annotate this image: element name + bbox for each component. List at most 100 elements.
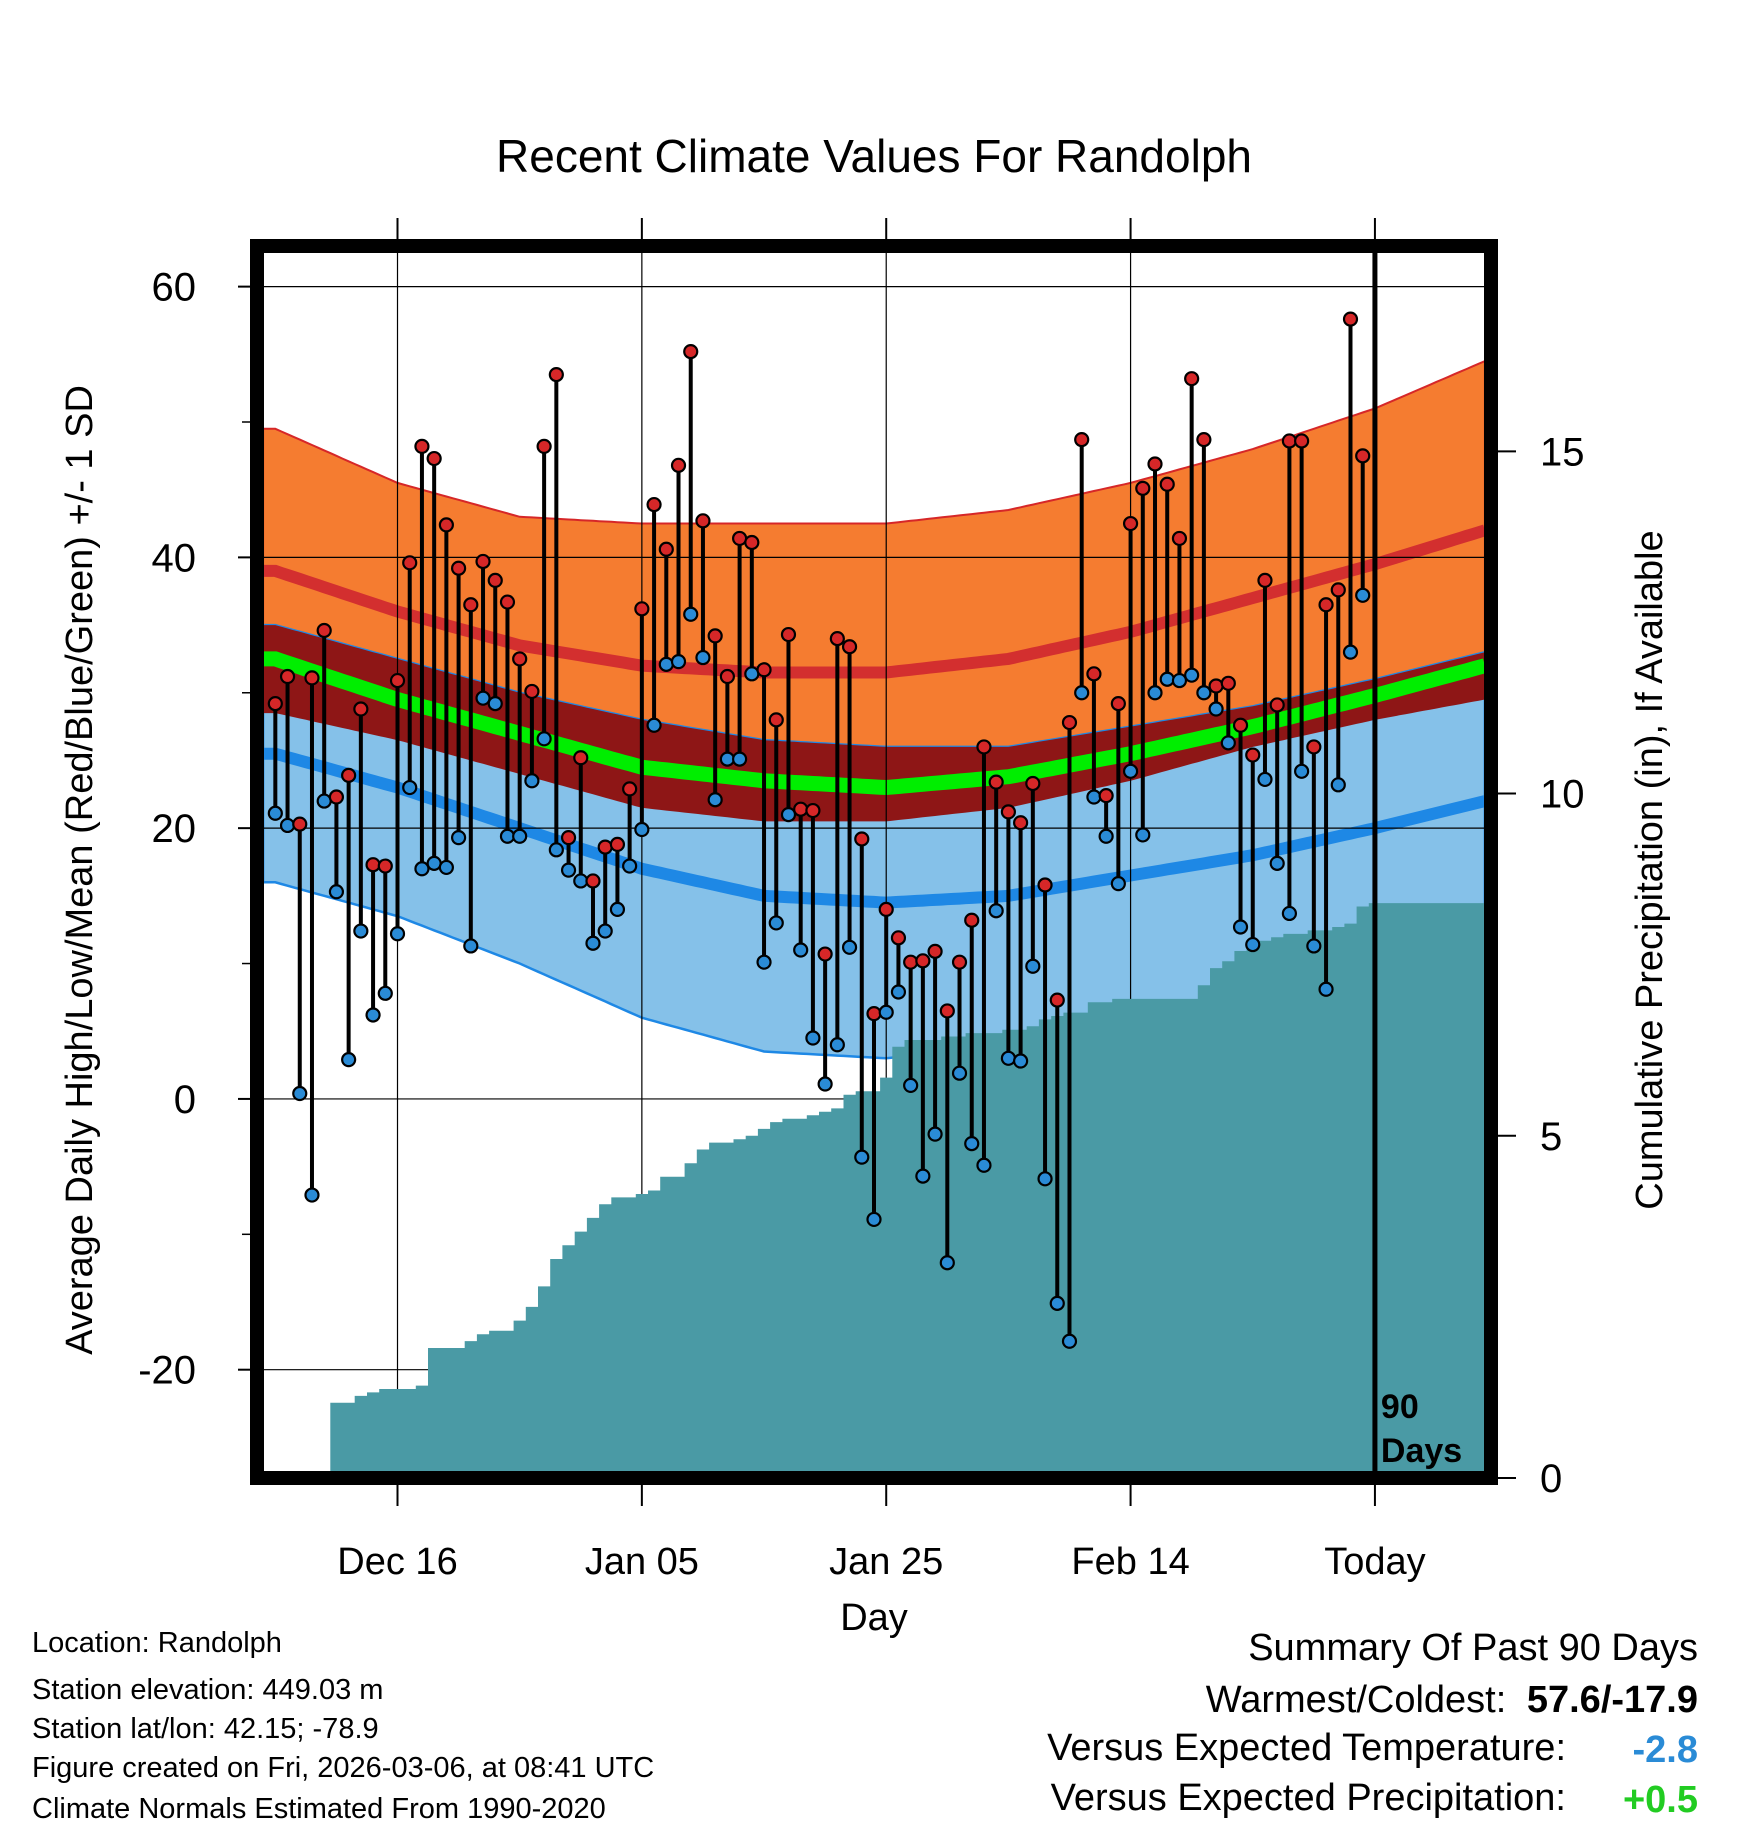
high-point bbox=[365, 857, 381, 873]
summary-panel: Summary Of Past 90 Days Warmest/Coldest:… bbox=[1047, 1627, 1698, 1821]
high-point bbox=[841, 639, 858, 655]
high-point bbox=[1306, 739, 1322, 755]
high-point bbox=[1000, 804, 1016, 820]
high-point bbox=[1086, 666, 1102, 682]
x-tick-label: Feb 14 bbox=[1071, 1541, 1189, 1583]
low-point bbox=[878, 1004, 894, 1020]
low-point bbox=[341, 1052, 357, 1068]
high-point bbox=[487, 572, 503, 589]
high-point bbox=[866, 1006, 882, 1022]
low-point bbox=[536, 731, 552, 747]
y-axis-label: Average Daily High/Low/Mean (Red/Blue/Gr… bbox=[59, 385, 101, 1355]
x-tick-label: Today bbox=[1324, 1541, 1425, 1583]
low-point bbox=[292, 1085, 308, 1102]
high-point bbox=[622, 781, 638, 797]
high-point bbox=[890, 930, 907, 946]
high-point bbox=[1355, 448, 1371, 464]
precip-layer bbox=[263, 903, 1491, 1478]
low-point bbox=[976, 1157, 992, 1173]
high-point bbox=[695, 513, 711, 529]
summary-warm-cold-value: 57.6/-17.9 bbox=[1527, 1679, 1698, 1721]
high-point bbox=[793, 801, 809, 817]
footer-latlon: Station lat/lon: 42.15; -78.9 bbox=[32, 1713, 379, 1745]
high-point bbox=[402, 555, 418, 571]
y2-tick-label: 5 bbox=[1540, 1115, 1562, 1159]
low-point bbox=[1318, 981, 1334, 997]
low-point bbox=[1049, 1295, 1065, 1311]
chart-title: Recent Climate Values For Randolph bbox=[496, 130, 1252, 182]
low-point bbox=[560, 862, 577, 878]
high-point bbox=[1122, 515, 1139, 532]
low-point bbox=[890, 984, 907, 1000]
high-point bbox=[353, 701, 369, 717]
y2-tick-label: 0 bbox=[1540, 1457, 1562, 1501]
y-tick-label: -20 bbox=[138, 1349, 196, 1393]
low-point bbox=[438, 859, 454, 876]
low-point bbox=[866, 1211, 882, 1228]
low-point bbox=[1098, 828, 1114, 844]
high-point bbox=[389, 672, 406, 689]
high-point bbox=[1196, 432, 1212, 448]
high-point bbox=[463, 597, 479, 613]
low-point bbox=[670, 654, 687, 670]
high-point bbox=[988, 774, 1004, 790]
x-axis-label: Day bbox=[840, 1597, 908, 1639]
high-point bbox=[744, 534, 760, 551]
low-point bbox=[524, 773, 540, 789]
low-point bbox=[1122, 763, 1139, 779]
high-point bbox=[499, 594, 516, 610]
low-point bbox=[597, 923, 613, 939]
high-point bbox=[1281, 433, 1298, 449]
low-point bbox=[1086, 789, 1102, 805]
low-point bbox=[1196, 685, 1212, 701]
high-point bbox=[1220, 675, 1236, 691]
low-point bbox=[903, 1077, 919, 1093]
high-point bbox=[1135, 480, 1151, 496]
low-point bbox=[658, 656, 674, 672]
low-point bbox=[353, 923, 369, 939]
high-point bbox=[279, 668, 296, 685]
low-point bbox=[463, 938, 479, 954]
high-point bbox=[1318, 597, 1334, 613]
high-point bbox=[768, 712, 784, 728]
high-point bbox=[426, 450, 442, 467]
high-point bbox=[573, 750, 589, 766]
high-point bbox=[719, 668, 735, 685]
high-point bbox=[805, 802, 821, 819]
high-point bbox=[597, 839, 613, 855]
low-point bbox=[646, 717, 662, 733]
high-point bbox=[939, 1003, 955, 1019]
low-point bbox=[1184, 667, 1200, 683]
low-point bbox=[609, 901, 626, 917]
daily-bars bbox=[267, 311, 1371, 1349]
high-point bbox=[646, 496, 662, 513]
normal-bands bbox=[261, 359, 1487, 1060]
high-point bbox=[732, 530, 748, 547]
low-point bbox=[450, 830, 467, 846]
low-point bbox=[316, 793, 332, 809]
high-point bbox=[548, 367, 564, 383]
low-point bbox=[1147, 685, 1163, 701]
low-point bbox=[683, 606, 699, 622]
high-point bbox=[1025, 775, 1041, 792]
low-point bbox=[585, 935, 601, 951]
low-point bbox=[304, 1187, 320, 1203]
low-point bbox=[1000, 1050, 1016, 1066]
high-point bbox=[951, 954, 968, 970]
y-tick-label: 20 bbox=[152, 807, 197, 851]
summary-precip-value: +0.5 bbox=[1623, 1779, 1698, 1821]
high-point bbox=[927, 943, 943, 959]
low-point bbox=[915, 1168, 931, 1184]
y2-tick-label: 10 bbox=[1540, 773, 1585, 817]
low-point bbox=[1220, 735, 1236, 751]
low-point bbox=[805, 1030, 821, 1046]
low-point bbox=[389, 926, 406, 942]
high-point bbox=[414, 438, 430, 454]
high-point bbox=[609, 836, 626, 853]
mean-line bbox=[263, 651, 1487, 796]
low-point bbox=[402, 779, 418, 796]
footer-location: Location: Randolph bbox=[32, 1627, 282, 1659]
high-point bbox=[1184, 371, 1200, 387]
y-tick-label: 40 bbox=[152, 536, 197, 580]
